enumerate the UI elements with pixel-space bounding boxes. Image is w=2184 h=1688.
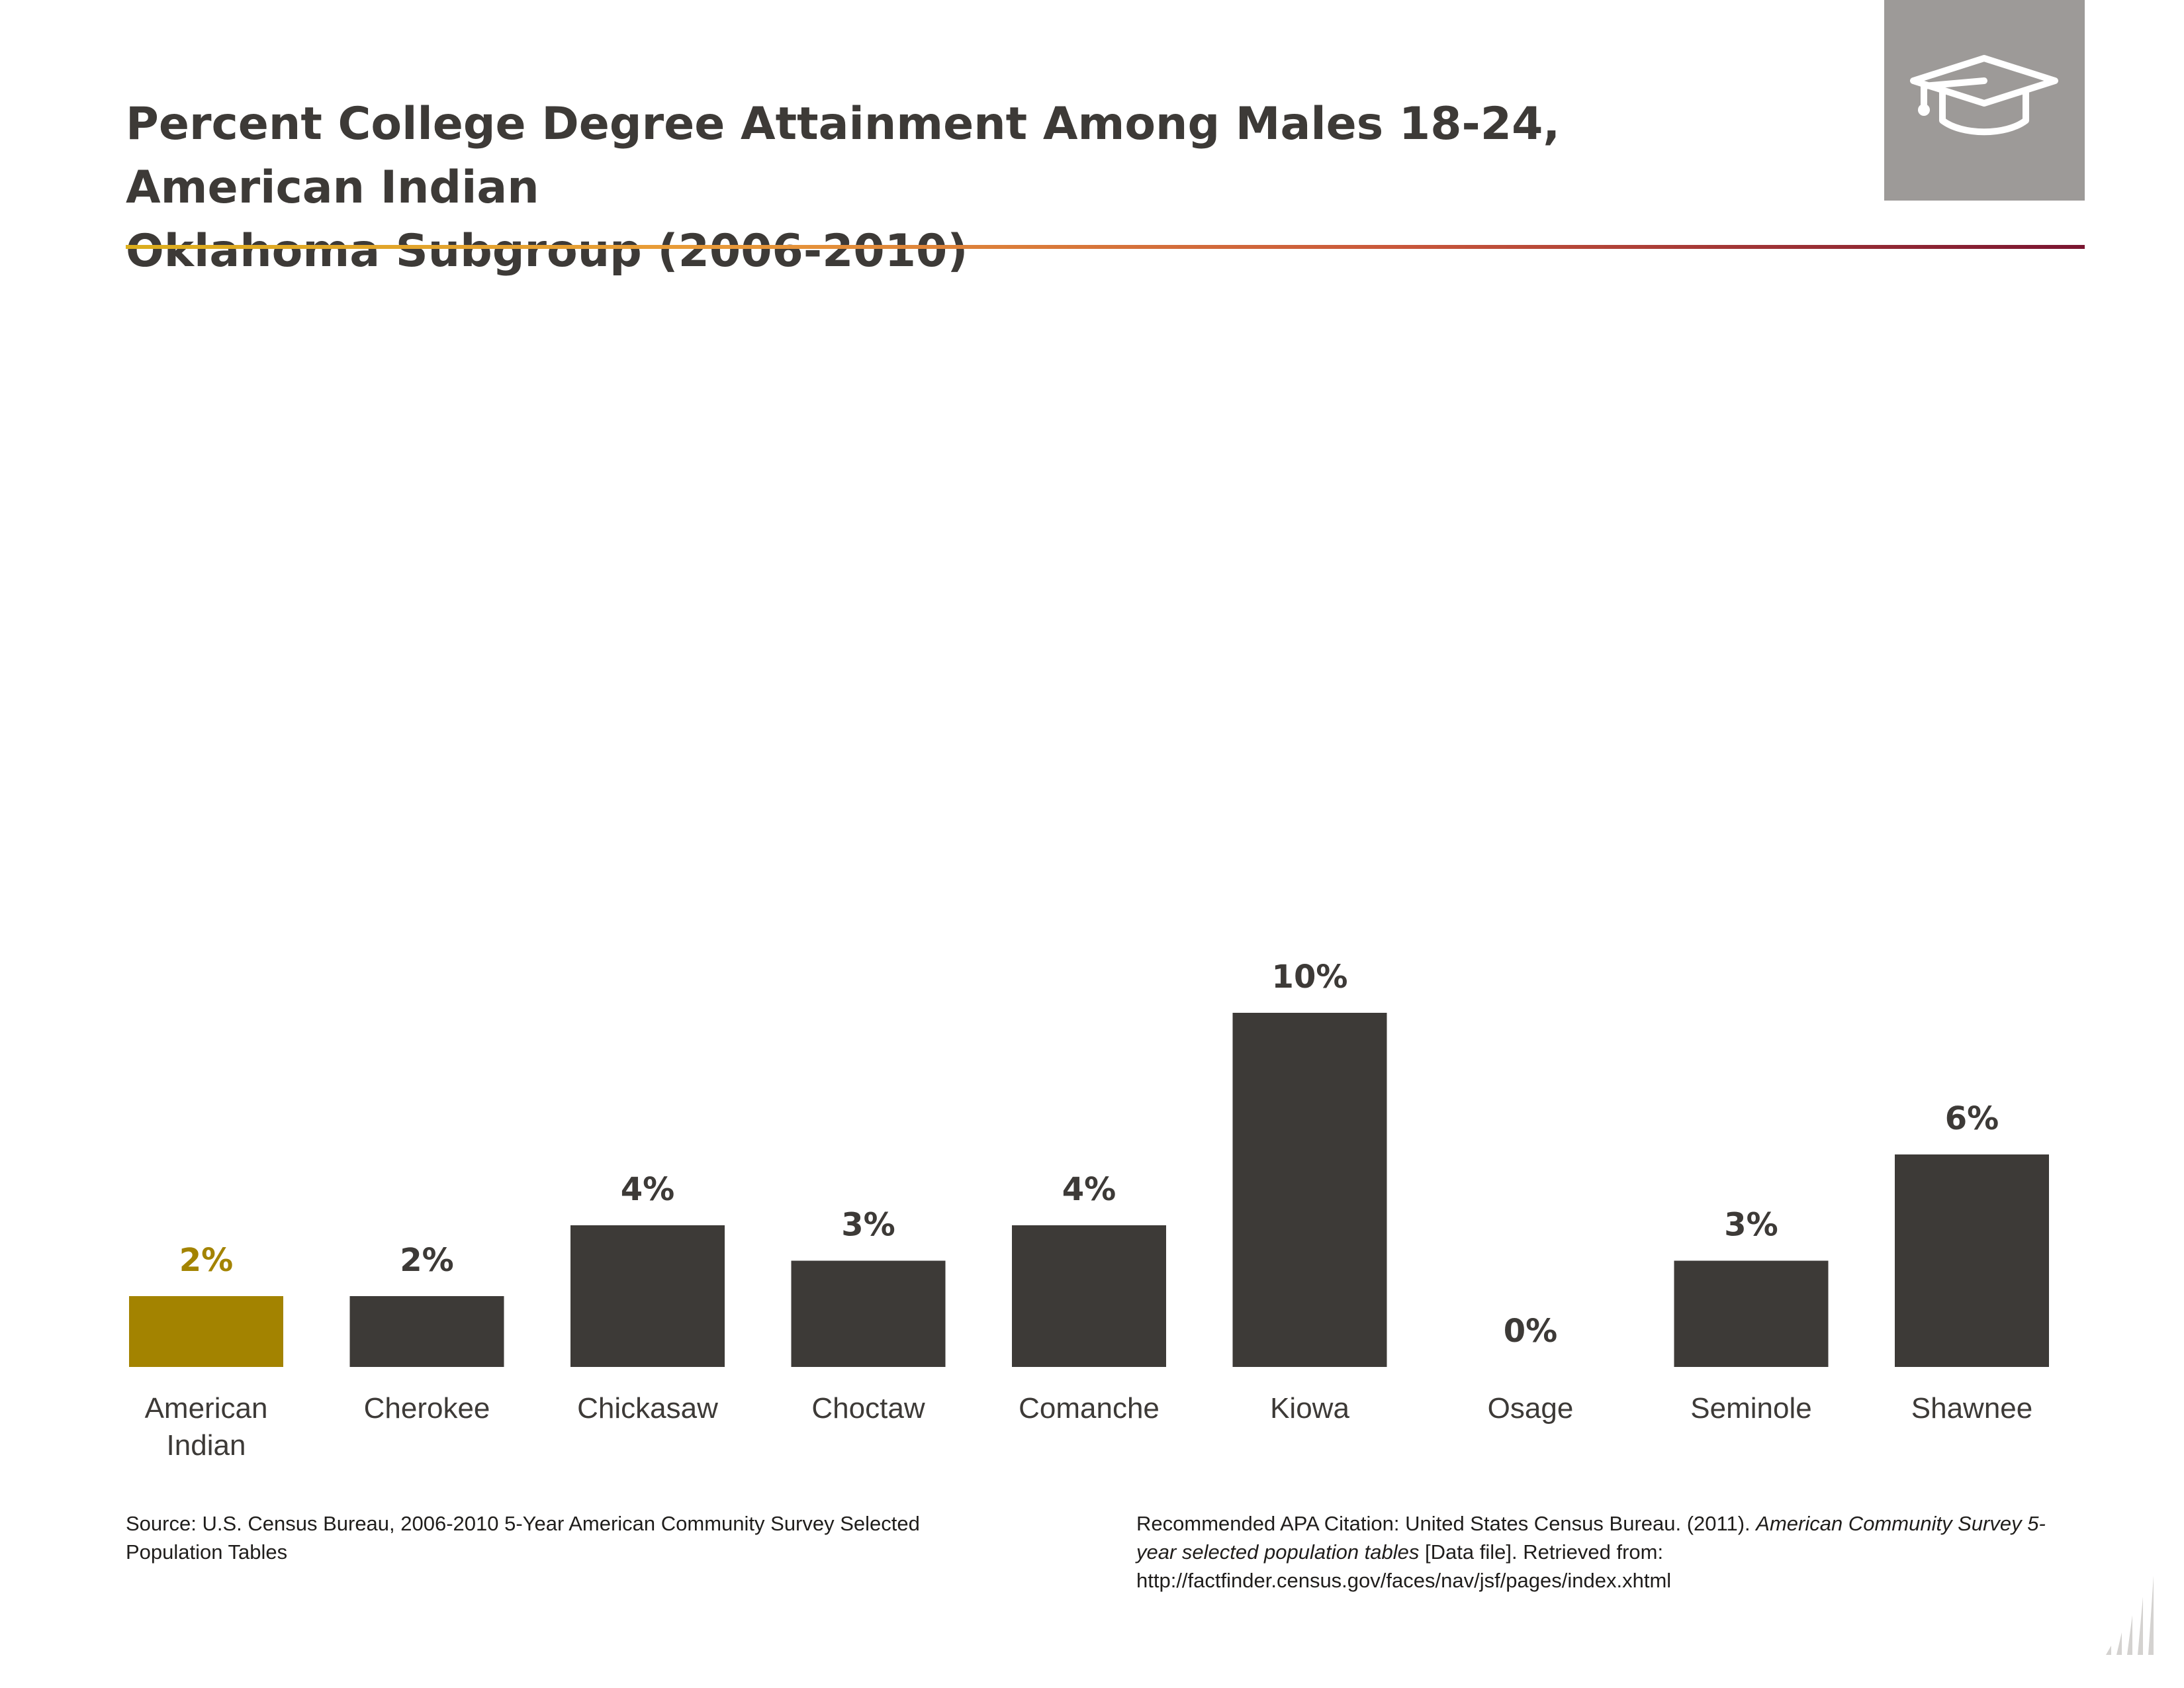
category-label-seminole: Seminole [1690,1392,1811,1425]
value-label-comanche: 4% [1062,1171,1116,1208]
category-label-shawnee: Shawnee [1911,1392,2032,1425]
chart-title: Percent College Degree Attainment Among … [126,93,1780,283]
bar-seminole [1674,1260,1829,1367]
bar-shawnee [1895,1154,2049,1367]
value-label-kiowa: 10% [1272,959,1348,996]
category-label-chickasaw: Chickasaw [577,1392,718,1425]
bar-chickasaw [570,1225,725,1367]
graduation-cap-icon [1910,55,2058,136]
value-label-chickasaw: 4% [621,1171,675,1208]
bar-cherokee [349,1296,504,1367]
category-label-osage: Osage [1488,1392,1574,1425]
bar-chart-logo-icon [2106,1575,2154,1655]
graduation-cap-icon-box [1884,0,2085,201]
apa-citation: Recommended APA Citation: United States … [1136,1509,2083,1595]
value-label-osage: 0% [1504,1313,1558,1350]
bar-chart: 2% American Indian 2% Cherokee 4% Chickasaw 3% C… [129,959,2049,1462]
value-label-american-indian: 2% [179,1242,234,1279]
category-label-cherokee: Cherokee [364,1392,490,1425]
bar-choctaw [791,1260,946,1367]
chart-title-line-2: Oklahoma Subgroup (2006-2010) [126,225,968,277]
value-label-choctaw: 3% [841,1207,895,1244]
value-label-cherokee: 2% [400,1242,454,1279]
citation-title: American Community Survey 5-year selecte… [1136,1512,2046,1564]
title-divider [126,245,2085,249]
category-label-kiowa: Kiowa [1270,1392,1349,1425]
source-note: Source: U.S. Census Bureau, 2006-2010 5-… [126,1512,920,1564]
chart-title-line-1: Percent College Degree Attainment Among … [126,98,1561,214]
citation-prefix: Recommended APA Citation: United States … [1136,1512,1756,1535]
category-label-american-indian: American Indian [145,1392,268,1462]
citation-suffix: [Data file]. Retrieved from: http://fact… [1136,1540,1672,1592]
bar-kiowa [1232,1013,1387,1367]
value-label-shawnee: 6% [1945,1100,1999,1137]
value-label-seminole: 3% [1724,1207,1778,1244]
bar-american-indian [129,1296,283,1367]
category-label-choctaw: Choctaw [811,1392,925,1425]
bar-comanche [1012,1225,1166,1367]
category-label-comanche: Comanche [1019,1392,1160,1425]
